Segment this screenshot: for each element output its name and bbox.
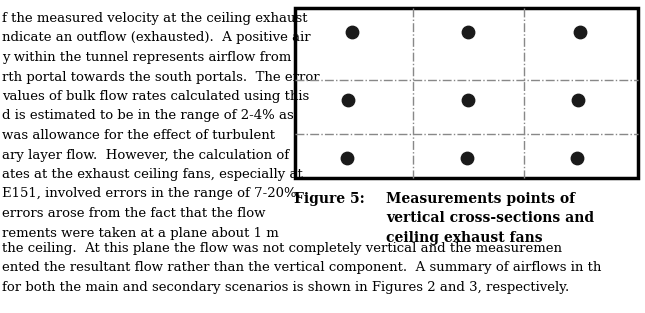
Point (575, 29, 585, 34)
Text: ceiling exhaust fans: ceiling exhaust fans (386, 231, 542, 245)
Text: ented the resultant flow rather than the vertical component.  A summary of airfl: ented the resultant flow rather than the… (2, 261, 601, 275)
Text: vertical cross-sections and: vertical cross-sections and (386, 212, 594, 225)
Text: ndicate an outflow (exhausted).  A positive air: ndicate an outflow (exhausted). A positi… (2, 32, 311, 44)
Text: d is estimated to be in the range of 2-4% as: d is estimated to be in the range of 2-4… (2, 110, 293, 122)
Point (343, 97, 353, 102)
Text: rements were taken at a plane about 1 m: rements were taken at a plane about 1 m (2, 227, 279, 239)
Text: Figure 5:: Figure 5: (294, 192, 365, 206)
Point (347, 29, 357, 34)
Bar (295, 8, 638, 178)
Point (573, 97, 583, 102)
Text: ates at the exhaust ceiling fans, especially at: ates at the exhaust ceiling fans, especi… (2, 168, 303, 181)
Point (463, 29, 473, 34)
Text: rth portal towards the south portals.  The error: rth portal towards the south portals. Th… (2, 70, 320, 84)
Point (463, 97, 473, 102)
Point (342, 156, 352, 161)
Text: errors arose from the fact that the flow: errors arose from the fact that the flow (2, 207, 266, 220)
Text: was allowance for the effect of turbulent: was allowance for the effect of turbulen… (2, 129, 275, 142)
Text: for both the main and secondary scenarios is shown in Figures 2 and 3, respectiv: for both the main and secondary scenario… (2, 281, 570, 294)
Text: ary layer flow.  However, the calculation of: ary layer flow. However, the calculation… (2, 148, 289, 162)
Text: values of bulk flow rates calculated using this: values of bulk flow rates calculated usi… (2, 90, 309, 103)
Text: y within the tunnel represents airflow from: y within the tunnel represents airflow f… (2, 51, 292, 64)
Point (462, 156, 472, 161)
Text: Measurements points of: Measurements points of (386, 192, 575, 206)
Text: E151, involved errors in the range of 7-20%.: E151, involved errors in the range of 7-… (2, 187, 301, 201)
Text: f the measured velocity at the ceiling exhaust: f the measured velocity at the ceiling e… (2, 12, 308, 25)
Text: the ceiling.  At this plane the flow was not completely vertical and the measure: the ceiling. At this plane the flow was … (2, 242, 562, 255)
Point (572, 156, 582, 161)
